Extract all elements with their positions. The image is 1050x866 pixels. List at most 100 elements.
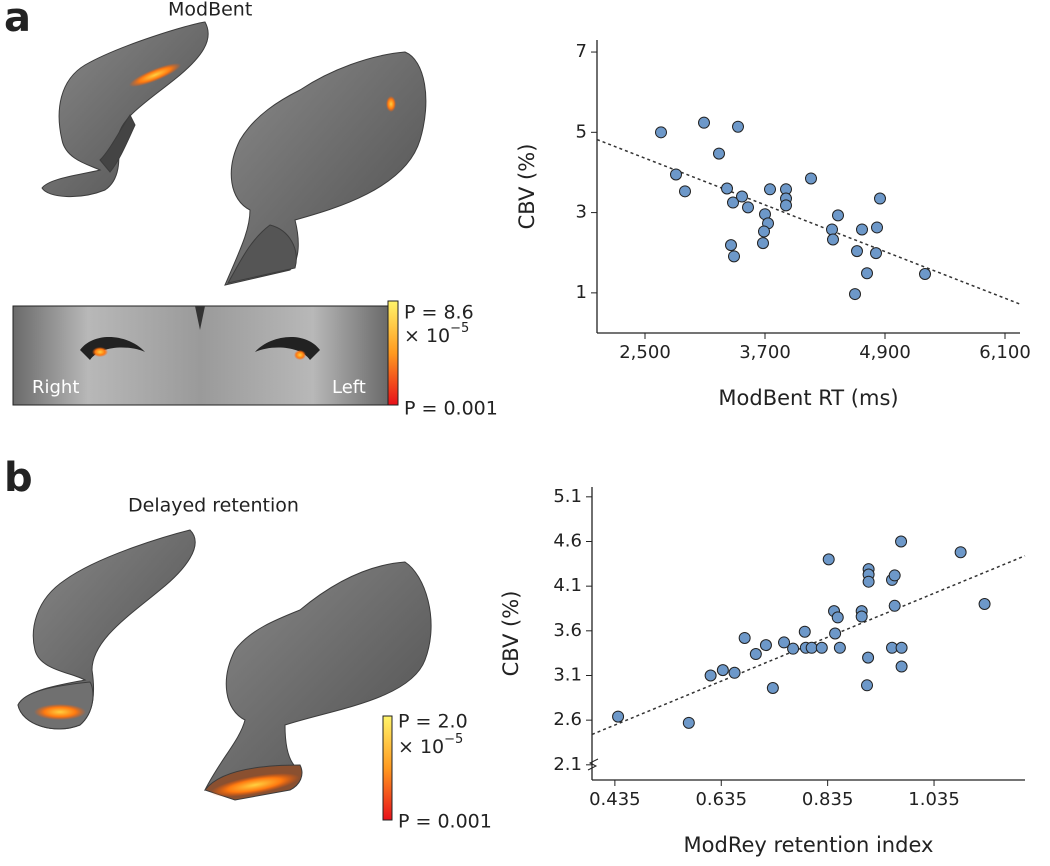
hippocampus-right — [41, 21, 209, 198]
colorbar-label: × 10−5 — [404, 321, 469, 347]
point — [919, 267, 931, 280]
point — [861, 679, 874, 692]
panel-label: a — [4, 0, 31, 41]
point — [727, 196, 739, 209]
point — [826, 223, 838, 236]
point — [829, 627, 842, 640]
point — [787, 642, 800, 655]
hippocampus-right — [17, 529, 196, 730]
y-tick-label: 1 — [576, 282, 587, 303]
colorbar-label: × 10−5 — [398, 732, 463, 758]
point — [721, 182, 733, 195]
point — [888, 569, 901, 582]
point — [736, 190, 748, 203]
x-tick-label: 4,900 — [859, 342, 911, 363]
point — [757, 237, 769, 250]
point — [833, 641, 846, 654]
point — [612, 710, 625, 723]
y-tick-label: 4.6 — [553, 530, 582, 551]
point — [855, 610, 868, 623]
y-tick-label: 2.1 — [553, 754, 582, 775]
point — [888, 599, 901, 612]
panel-title: Delayed retention — [128, 495, 299, 517]
x-tick-label: 6,100 — [979, 342, 1031, 363]
x-tick-label: 0.835 — [802, 789, 854, 810]
hippocampus-left — [204, 561, 432, 801]
colorbar-text: × 10 — [398, 736, 444, 758]
point — [778, 636, 791, 649]
point — [871, 221, 883, 234]
colorbar-label: P = 0.001 — [398, 811, 492, 833]
x-axis-label: ModRey retention index — [684, 833, 934, 857]
point — [954, 546, 967, 559]
point — [749, 648, 762, 661]
slice-label: Right — [32, 377, 79, 398]
y-tick-label: 5 — [576, 121, 587, 142]
colorbar-label: P = 2.0 — [398, 711, 468, 733]
point — [716, 664, 729, 677]
point — [805, 641, 818, 654]
point — [766, 681, 779, 694]
point — [827, 233, 839, 246]
point — [822, 553, 835, 566]
point — [655, 126, 667, 139]
y-tick-label: 4.1 — [553, 575, 582, 596]
point — [725, 239, 737, 252]
colorbar: P = 8.6 × 10−5 P = 0.001 — [387, 300, 498, 420]
x-axis-label: ModBent RT (ms) — [718, 386, 898, 410]
y-axis-label: CBV (%) — [499, 591, 523, 677]
colorbar-label: P = 8.6 — [404, 302, 474, 324]
y-tick-label: 5.1 — [553, 486, 582, 507]
x-tick-label: 0.435 — [589, 789, 641, 810]
colorbar-label: P = 0.001 — [404, 398, 498, 420]
point — [849, 288, 861, 301]
y-tick-label: 3.1 — [553, 664, 582, 685]
point — [764, 183, 776, 196]
y-axis-label: CBV (%) — [515, 144, 539, 230]
point — [832, 209, 844, 222]
point — [759, 639, 772, 652]
point — [679, 185, 691, 198]
colorbar: P = 2.0 × 10−5 P = 0.001 — [382, 711, 492, 833]
point — [874, 192, 886, 205]
y-tick-label: 3 — [576, 202, 587, 223]
point — [861, 267, 873, 280]
point — [798, 625, 811, 638]
point — [805, 172, 817, 185]
y-tick-label: 3.6 — [553, 620, 582, 641]
point — [698, 116, 710, 129]
point — [815, 641, 828, 654]
point — [851, 245, 863, 258]
y-tick-label: 2.6 — [553, 709, 582, 730]
panel-label: b — [4, 455, 33, 501]
point — [738, 631, 751, 644]
point — [728, 666, 741, 679]
point — [862, 651, 875, 664]
colorbar-exponent: −5 — [444, 732, 463, 747]
panel-title: ModBent — [168, 0, 252, 21]
point — [831, 611, 844, 624]
point — [670, 168, 682, 181]
point — [713, 147, 725, 160]
trendline — [596, 138, 1021, 305]
colorbar-text: × 10 — [404, 325, 450, 347]
mri-slice: Right Left — [12, 305, 389, 406]
point — [870, 247, 882, 260]
point — [895, 535, 908, 548]
x-tick-label: 3,700 — [739, 342, 791, 363]
point — [742, 201, 754, 214]
x-tick-label: 1.035 — [908, 789, 960, 810]
point — [780, 199, 792, 212]
x-tick-label: 0.635 — [695, 789, 747, 810]
point — [728, 250, 740, 263]
point — [862, 575, 875, 588]
point — [732, 120, 744, 133]
colorbar-exponent: −5 — [450, 321, 469, 336]
point — [682, 716, 695, 729]
point — [758, 225, 770, 238]
point — [895, 641, 908, 654]
point — [978, 598, 991, 611]
y-tick-label: 7 — [576, 41, 587, 62]
x-tick-label: 2,500 — [619, 342, 671, 363]
